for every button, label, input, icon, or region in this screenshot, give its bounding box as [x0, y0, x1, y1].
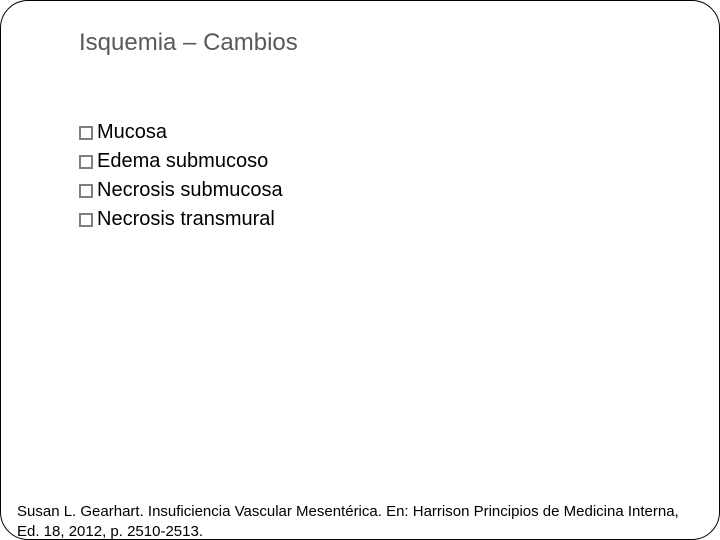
list-item: Necrosis transmural — [79, 206, 283, 233]
slide-frame: Isquemia – Cambios Mucosa Edema submucos… — [0, 0, 720, 540]
list-item: Necrosis submucosa — [79, 177, 283, 204]
list-item-label: Necrosis transmural — [97, 206, 275, 233]
checkbox-icon — [79, 126, 93, 140]
reference-citation: Susan L. Gearhart. Insuficiencia Vascula… — [17, 502, 703, 540]
list-item-label: Edema submucoso — [97, 148, 268, 175]
list-item: Mucosa — [79, 119, 283, 146]
checkbox-icon — [79, 184, 93, 198]
list-item-label: Necrosis submucosa — [97, 177, 283, 204]
checkbox-icon — [79, 155, 93, 169]
list-item-label: Mucosa — [97, 119, 167, 146]
slide-title: Isquemia – Cambios — [79, 29, 298, 57]
checkbox-icon — [79, 213, 93, 227]
bullet-list: Mucosa Edema submucoso Necrosis submucos… — [79, 119, 283, 235]
list-item: Edema submucoso — [79, 148, 283, 175]
